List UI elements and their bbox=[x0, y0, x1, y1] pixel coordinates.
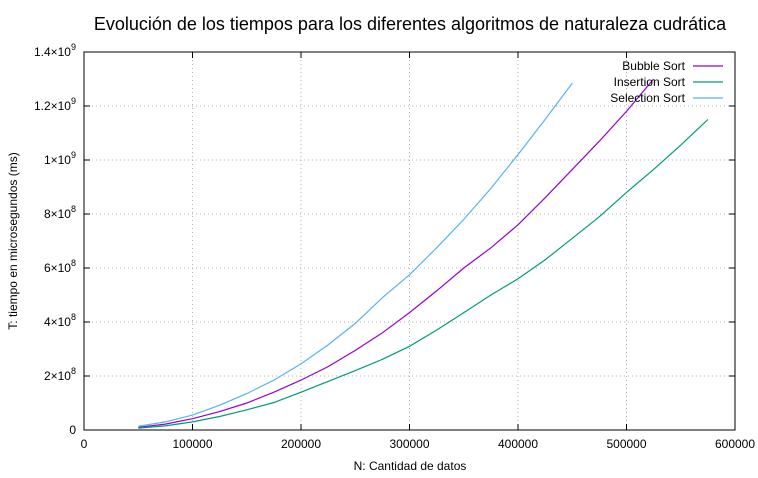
x-tick-label: 600000 bbox=[715, 437, 755, 451]
legend-label: Insertion Sort bbox=[614, 75, 686, 89]
x-tick-label: 400000 bbox=[498, 437, 538, 451]
x-tick-label: 0 bbox=[81, 437, 88, 451]
y-tick-label: 1.2×109 bbox=[34, 96, 76, 113]
y-tick-label: 1×109 bbox=[44, 150, 76, 167]
y-tick-mantissa: 1×10 bbox=[44, 153, 71, 167]
y-tick-mantissa: 6×10 bbox=[44, 261, 71, 275]
x-tick-label: 300000 bbox=[389, 437, 429, 451]
legend-label: Bubble Sort bbox=[622, 59, 685, 73]
y-tick-mantissa: 2×10 bbox=[44, 369, 71, 383]
legend: Bubble Sort Insertion Sort Selection Sort bbox=[610, 59, 723, 105]
series-line-insertion-sort bbox=[138, 119, 709, 429]
y-tick-exponent: 9 bbox=[71, 96, 76, 106]
y-tick-label: 1.4×109 bbox=[34, 42, 76, 59]
y-tick-exponent: 9 bbox=[71, 42, 76, 52]
y-tick-exponent: 9 bbox=[71, 150, 76, 160]
x-tick-label: 200000 bbox=[281, 437, 321, 451]
y-tick-exponent: 8 bbox=[71, 258, 76, 268]
x-tick-label: 100000 bbox=[172, 437, 212, 451]
y-tick-label: 4×108 bbox=[44, 312, 76, 329]
legend-label: Selection Sort bbox=[610, 91, 685, 105]
y-tick-mantissa: 1.2×10 bbox=[34, 99, 71, 113]
x-tick-label: 500000 bbox=[606, 437, 646, 451]
y-axis-label: T: tiempo en microsegundos (ms) bbox=[6, 152, 20, 329]
y-tick-exponent: 8 bbox=[71, 204, 76, 214]
grid bbox=[84, 52, 735, 430]
y-tick-mantissa: 0 bbox=[69, 423, 76, 437]
y-tick-mantissa: 8×10 bbox=[44, 207, 71, 221]
y-tick-label: 2×108 bbox=[44, 366, 76, 383]
y-tick-exponent: 8 bbox=[71, 366, 76, 376]
x-axis-label: N: Cantidad de datos bbox=[354, 459, 467, 473]
series-line-selection-sort bbox=[138, 82, 573, 427]
axis-ticks: 0 100000 200000 300000 400000 500000 600000 0 2×… bbox=[34, 42, 755, 451]
y-tick-label: 8×108 bbox=[44, 204, 76, 221]
y-tick-mantissa: 1.4×10 bbox=[34, 45, 71, 59]
y-tick-exponent: 8 bbox=[71, 312, 76, 322]
series-lines bbox=[138, 78, 709, 429]
y-tick-label: 6×108 bbox=[44, 258, 76, 275]
chart-title: Evolución de los tiempos para los difere… bbox=[94, 14, 727, 34]
y-tick-label: 0 bbox=[69, 423, 76, 437]
series-line-bubble-sort bbox=[138, 78, 655, 428]
y-tick-mantissa: 4×10 bbox=[44, 315, 71, 329]
